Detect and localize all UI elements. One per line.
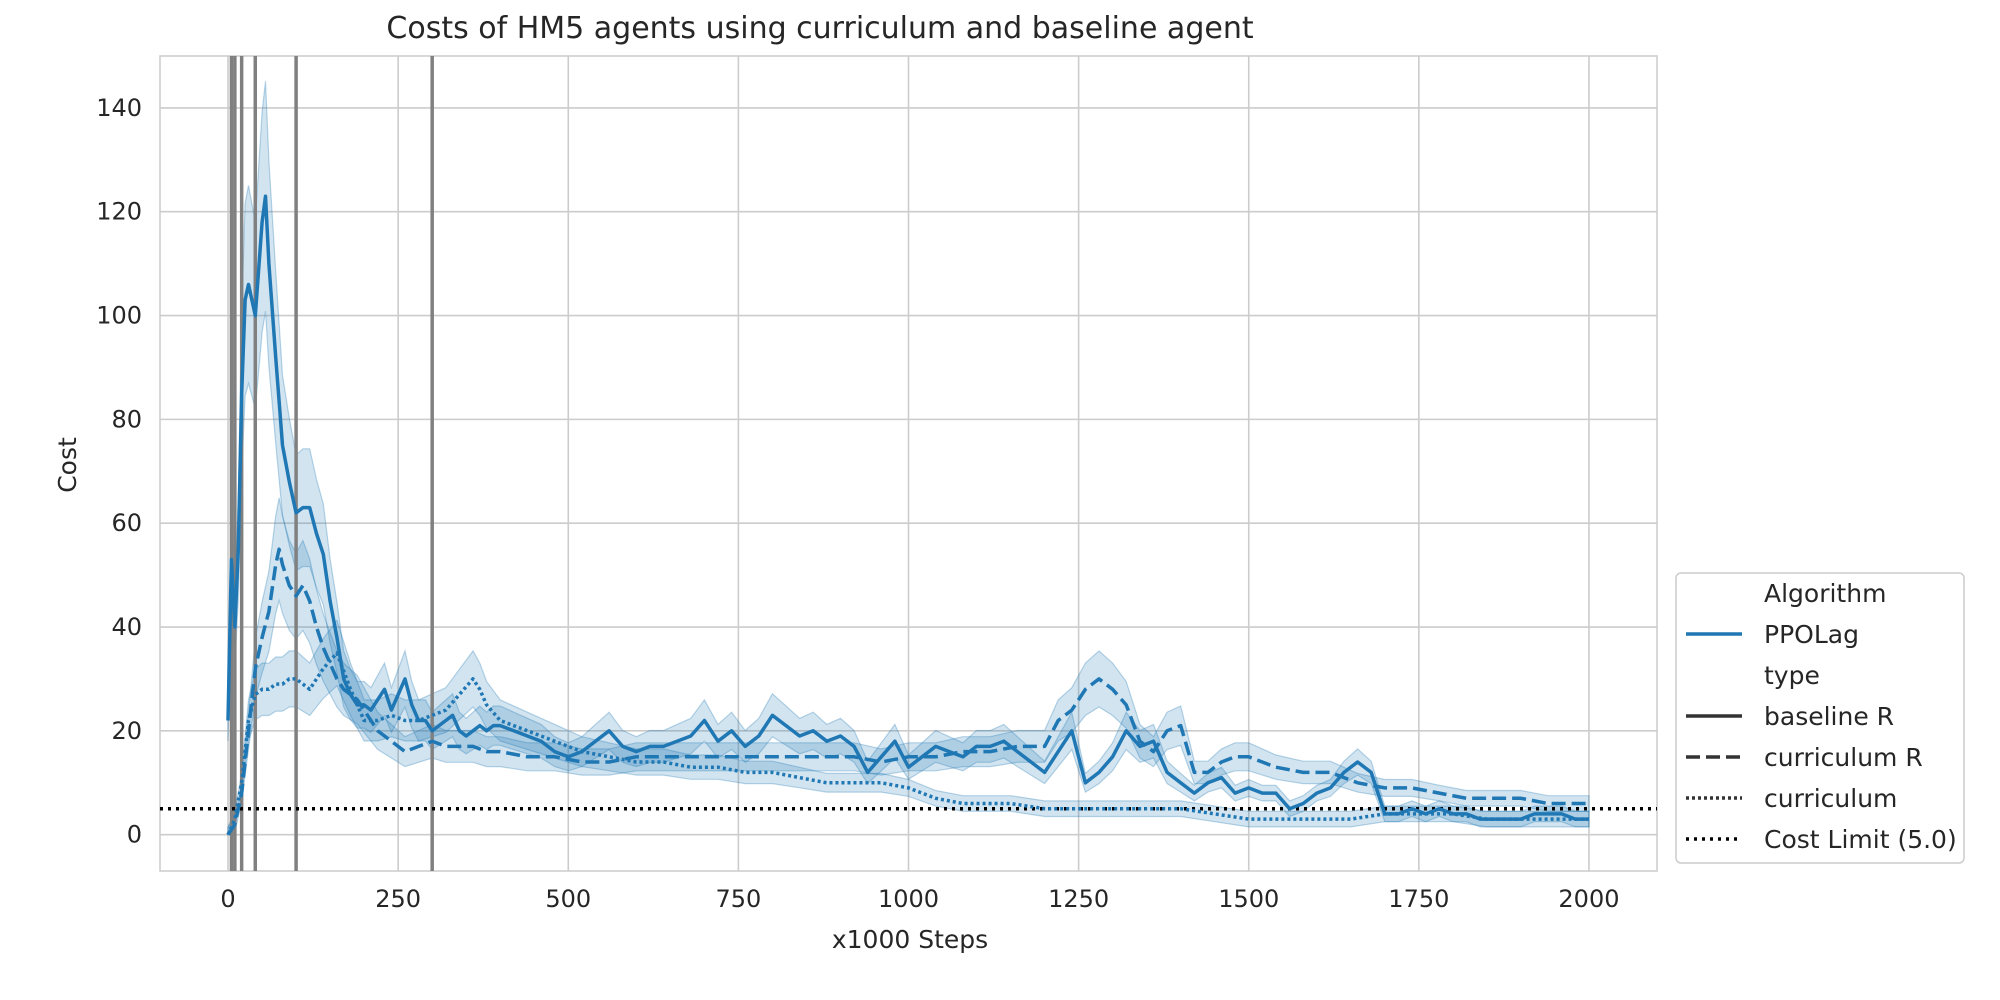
- x-tick-label: 500: [545, 885, 591, 913]
- y-tick-label: 20: [111, 717, 142, 745]
- x-tick-label: 1250: [1048, 885, 1109, 913]
- chart-title: Costs of HM5 agents using curriculum and…: [386, 11, 1253, 46]
- series-line-curriculum-r: [226, 547, 1589, 836]
- y-tick-label: 80: [111, 405, 142, 433]
- legend: Algorithm PPOLag type baseline R curricu…: [1675, 572, 1965, 864]
- legend-frame: [1675, 572, 1965, 864]
- y-axis-label: Cost: [53, 437, 82, 493]
- legend-title-algorithm: Algorithm: [1764, 579, 1886, 608]
- x-tick-label: 2000: [1558, 885, 1619, 913]
- y-tick-label: 60: [111, 509, 142, 537]
- y-tick-label: 120: [96, 198, 142, 226]
- y-tick-label: 0: [127, 821, 142, 849]
- y-tick-label: 140: [96, 94, 142, 122]
- legend-entry-baseline-r: baseline R: [1764, 702, 1894, 731]
- x-tick-label: 250: [375, 885, 421, 913]
- legend-entry-curriculum-r: curriculum R: [1764, 743, 1923, 772]
- x-tick-label: 750: [715, 885, 761, 913]
- legend-entry-cost-limit: Cost Limit (5.0): [1764, 825, 1957, 854]
- x-tick-label: 1500: [1218, 885, 1279, 913]
- y-tick-label: 40: [111, 613, 142, 641]
- x-axis-label: x1000 Steps: [832, 925, 988, 954]
- legend-entry-ppolag: PPOLag: [1764, 620, 1859, 649]
- x-tick-label: 1000: [878, 885, 939, 913]
- legend-entry-curriculum: curriculum: [1764, 784, 1897, 813]
- legend-title-type: type: [1764, 661, 1820, 690]
- y-tick-label: 100: [96, 302, 142, 330]
- x-tick-label: 1750: [1388, 885, 1449, 913]
- plot-area: 0 250 500 750 1000 1250 1500 1750 2000 0 20 40 60 80 1…: [96, 55, 1658, 913]
- x-tick-label: 0: [220, 885, 235, 913]
- confidence-band-curriculum-r: [227, 497, 1590, 836]
- series-line-curriculum: [226, 651, 1589, 836]
